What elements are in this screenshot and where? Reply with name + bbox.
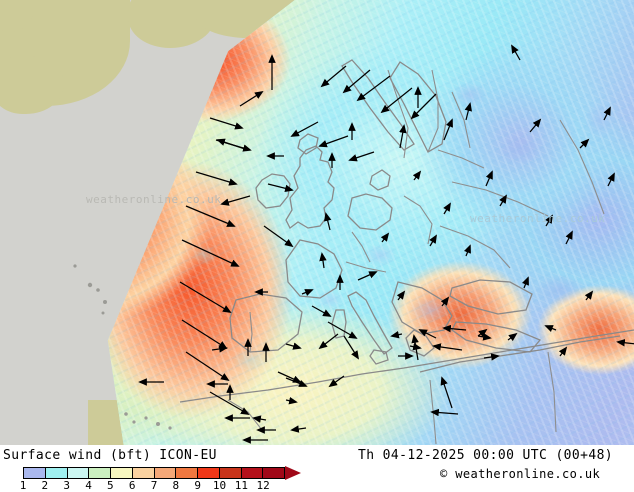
legend-tick-3: 3 (63, 479, 70, 492)
wind-arrow-layer (138, 44, 634, 444)
coast-norway (341, 59, 415, 151)
legend-swatch-11 (241, 468, 264, 478)
coast-continental-west (347, 193, 393, 231)
watermark-left: weatheronline.co.uk (86, 193, 222, 206)
island-azores-1 (73, 264, 77, 268)
legend-swatch-1 (24, 468, 46, 478)
island-canary-1 (124, 412, 128, 416)
border-france-germany (351, 231, 371, 263)
coast-ireland (255, 173, 291, 209)
border-sweden-finland (427, 69, 439, 153)
island-azores-5 (101, 311, 105, 315)
legend-tick-5: 5 (107, 479, 114, 492)
legend-swatch-10 (219, 468, 242, 478)
legend-swatch-2 (45, 468, 68, 478)
legend-overflow-arrow-icon (285, 466, 301, 480)
border-norway-sweden (387, 69, 409, 159)
legend-tick-11: 11 (234, 479, 248, 492)
copyright-text: © weatheronline.co.uk (440, 467, 601, 481)
coast-italy (347, 291, 393, 355)
coast-iberia (229, 293, 303, 353)
island-canary-3 (144, 416, 148, 420)
coast-libya-egypt (419, 335, 621, 373)
border-algeria-libya (429, 379, 437, 445)
valid-timestamp: Th 04-12-2025 00:00 UTC (00+48) (358, 448, 614, 463)
legend-swatch-5 (111, 468, 133, 478)
legend-tick-9: 9 (194, 479, 201, 492)
bft-colour-legend[interactable] (23, 467, 285, 479)
legend-swatch-6 (132, 468, 155, 478)
coast-sicily (369, 349, 389, 365)
legend-swatch-7 (154, 468, 177, 478)
island-azores-3 (96, 288, 100, 292)
coast-denmark (369, 169, 391, 191)
chart-title: Surface wind (bft) ICON-EU (3, 448, 217, 463)
island-azores-2 (87, 282, 93, 288)
legend-tick-1: 1 (19, 479, 27, 492)
legend-swatch-9 (198, 468, 220, 478)
coast-black-sea (449, 279, 533, 315)
island-canary-2 (132, 420, 136, 424)
legend-tick-labels: 1 2 3 4 5 6 7 8 9 10 11 12 (0, 479, 300, 492)
border-libya-egypt (547, 351, 557, 433)
border-finland-russia (451, 91, 471, 149)
border-alps (345, 261, 387, 273)
weather-map[interactable]: weatheronline.co.uk weatheronline.co.uk (0, 0, 634, 445)
legend-swatch-4 (89, 468, 111, 478)
wind-arrows (138, 44, 634, 444)
legend-tick-8: 8 (172, 479, 180, 492)
legend-tick-10: 10 (212, 479, 227, 492)
land-greenland-south (0, 56, 64, 114)
footer-bar: Surface wind (bft) ICON-EU Th 04-12-2025… (0, 445, 634, 492)
coast-north-africa (179, 329, 634, 403)
border-russia-interior (559, 119, 605, 215)
island-canary-4 (156, 422, 160, 426)
island-canary-5 (168, 426, 172, 430)
legend-tick-2: 2 (41, 479, 49, 492)
legend-swatch-3 (67, 468, 90, 478)
border-baltics (437, 149, 485, 169)
coast-sweden-finland (389, 61, 447, 153)
coast-scotland-north (297, 133, 319, 155)
legend-tick-6: 6 (128, 479, 136, 492)
legend-tick-12: 12 (256, 479, 270, 492)
border-ukraine (439, 225, 511, 269)
legend-swatch-8 (176, 468, 198, 478)
island-azores-4 (103, 300, 107, 304)
legend-swatch-12 (263, 468, 284, 478)
coast-france (285, 239, 343, 299)
border-poland (403, 195, 433, 245)
legend-tick-4: 4 (85, 479, 92, 492)
watermark-right: weatheronline.co.uk (470, 212, 606, 225)
legend-tick-7: 7 (150, 479, 158, 492)
